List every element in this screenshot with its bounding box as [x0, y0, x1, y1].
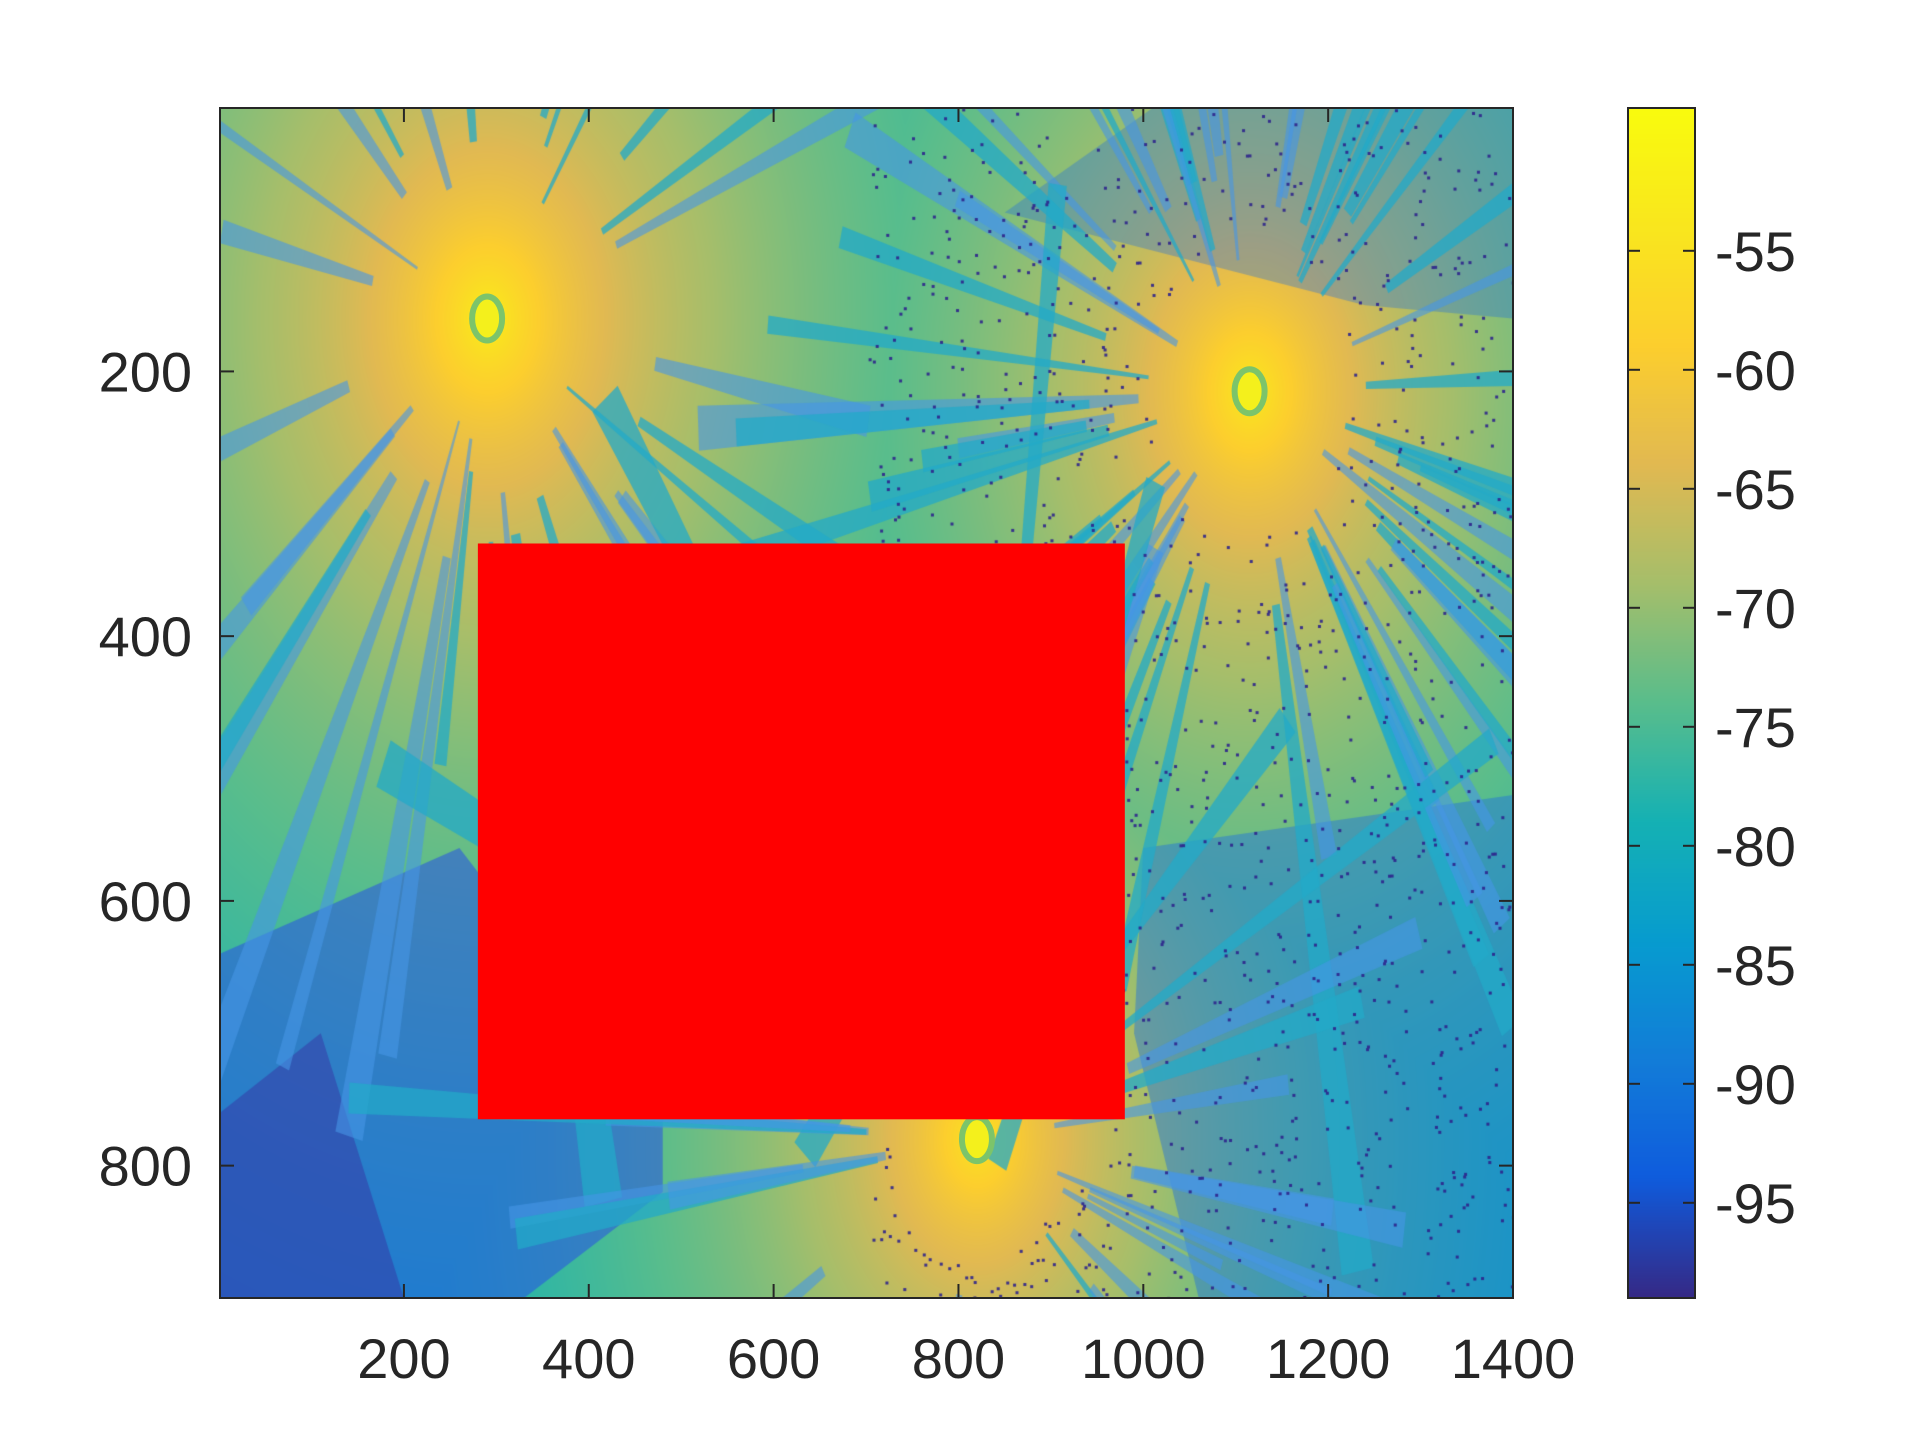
x-tick-label: 1400	[1451, 1327, 1576, 1390]
x-tick-label: 400	[542, 1327, 635, 1390]
x-tick-label: 800	[912, 1327, 1005, 1390]
colorbar-tick-label: -70	[1715, 577, 1796, 640]
x-tick-label: 200	[357, 1327, 450, 1390]
colorbar-ticks: -55 -60 -65 -70 -75 -80 -85 -90 -95	[1628, 220, 1796, 1235]
colorbar-gradient	[1628, 108, 1695, 1298]
colorbar-tick-label: -95	[1715, 1172, 1796, 1235]
colorbar: -55 -60 -65 -70 -75 -80 -85 -90 -95	[1627, 107, 1796, 1299]
x-tick-label: 1200	[1266, 1327, 1391, 1390]
colorbar-tick-label: -65	[1715, 458, 1796, 521]
x-tick-label: 1000	[1081, 1327, 1206, 1390]
y-tick-label: 200	[99, 340, 192, 403]
source-markers	[469, 293, 1268, 1165]
colorbar-tick-label: -75	[1715, 696, 1796, 759]
masked-region	[477, 543, 1125, 1120]
x-tick-label: 600	[727, 1327, 820, 1390]
y-tick-label: 800	[99, 1135, 192, 1198]
colorbar-frame	[1627, 107, 1696, 1299]
x-axis: 200 400 600 800 1000 1200 1400	[357, 108, 1575, 1390]
y-tick-label: 400	[99, 605, 192, 668]
colorbar-tick-label: -90	[1715, 1053, 1796, 1116]
source-marker-1	[469, 293, 506, 344]
y-axis: 200 400 600 800	[99, 340, 1513, 1198]
colorbar-tick-label: -85	[1715, 934, 1796, 997]
colorbar-tick-label: -55	[1715, 220, 1796, 283]
source-marker-3	[958, 1114, 995, 1165]
source-marker-2	[1231, 366, 1268, 417]
colorbar-tick-label: -60	[1715, 339, 1796, 402]
plot-frame	[219, 107, 1514, 1299]
y-tick-label: 600	[99, 870, 192, 933]
colorbar-tick-label: -80	[1715, 815, 1796, 878]
